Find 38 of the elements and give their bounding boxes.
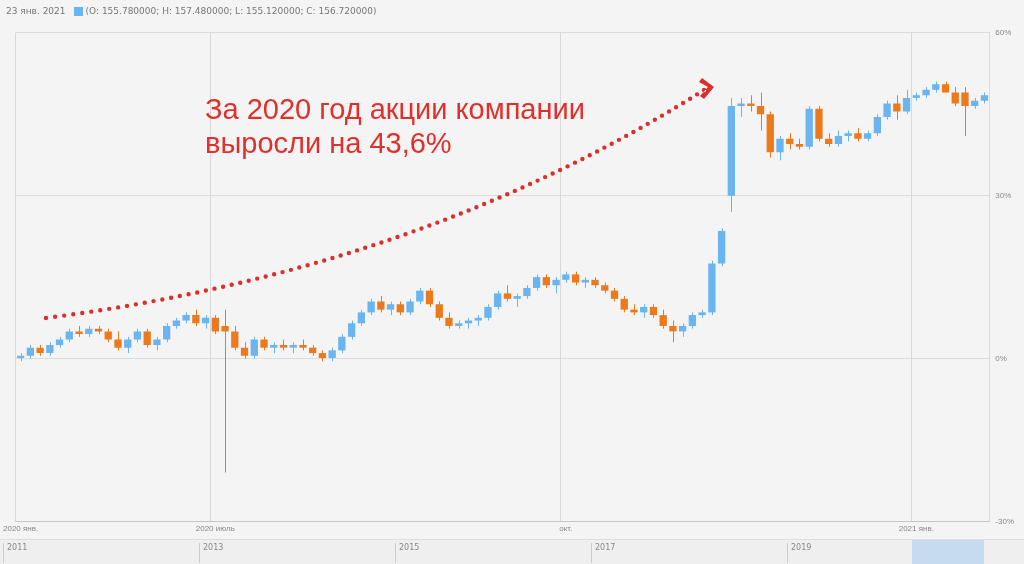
x-tick-label: 2021 янв. [898, 524, 934, 534]
candlestick [494, 290, 502, 311]
text: 2011 [3, 543, 28, 563]
x-tick-label: окт. [559, 524, 573, 534]
text: 2017 [591, 543, 616, 563]
candlestick [143, 328, 151, 349]
text: 2013 [199, 543, 224, 563]
y-tick-label: 60% [995, 28, 1012, 37]
candlestick [737, 97, 745, 118]
text: 2015 [395, 543, 420, 563]
candlestick [231, 325, 239, 351]
x-tick-label: 2020 июль [195, 524, 235, 534]
candlestick [776, 135, 784, 161]
chart-title: 23 янв. 2021 [6, 6, 66, 16]
candlestick [425, 287, 434, 308]
candlestick [902, 89, 911, 115]
x-tick-label: 2020 янв. [3, 524, 39, 534]
candlestick [221, 309, 229, 474]
y-tick-label: 0% [995, 353, 1007, 363]
text: 2019 [787, 543, 812, 563]
candlestick [893, 94, 901, 121]
candlestick [347, 320, 356, 341]
candlestick [435, 301, 443, 322]
candlestick [338, 333, 346, 354]
candlestick [659, 309, 667, 330]
candlestick [961, 86, 969, 137]
candlestick [669, 320, 677, 343]
candlestick [211, 314, 219, 335]
y-tick-label: -30% [995, 516, 1015, 526]
candlestick [163, 322, 171, 343]
candlestick [883, 100, 891, 121]
candlestick [114, 330, 122, 351]
annotation: За 2020 год акции компании выросли на 43,6% [205, 92, 586, 160]
candlestick [756, 92, 765, 132]
chart-subtitle: (O: 155.780000; H: 157.480000; L: 155.120000; C: 156.720000) [85, 6, 377, 16]
candlestick [873, 113, 882, 137]
candlestick [250, 336, 258, 360]
y-tick-label: 30% [995, 190, 1012, 200]
